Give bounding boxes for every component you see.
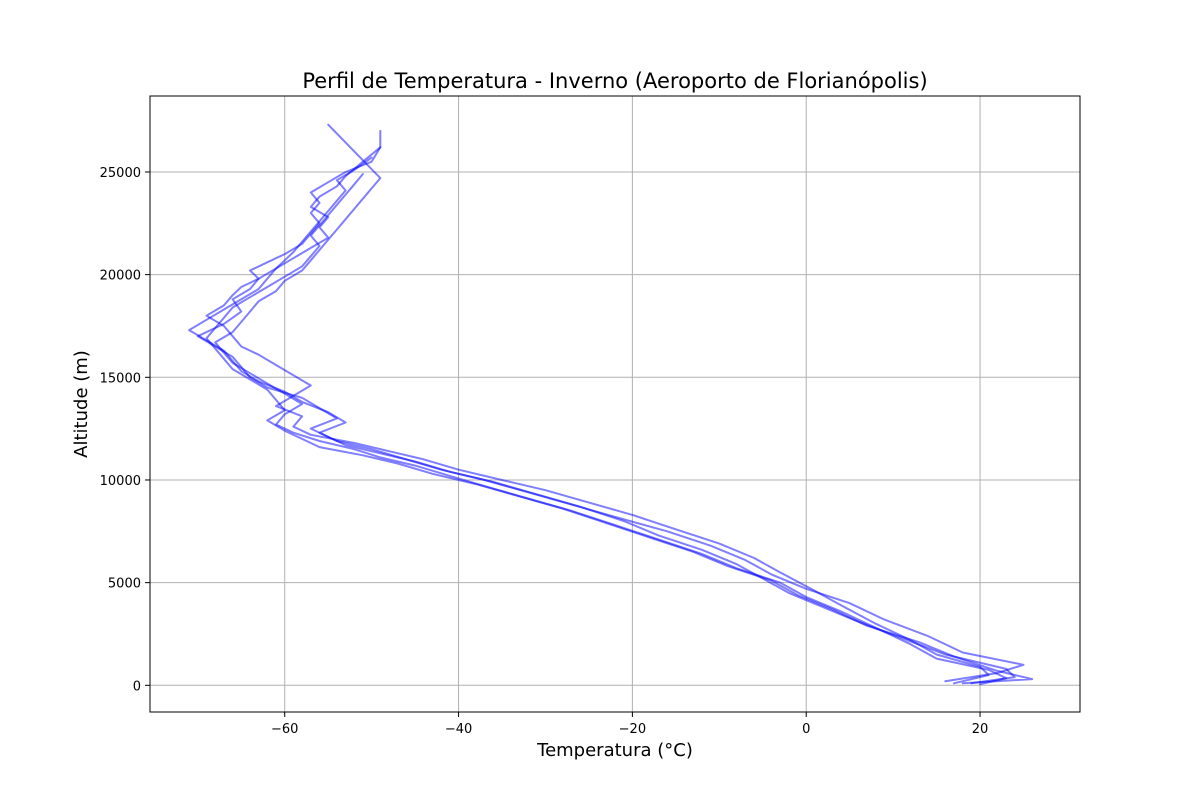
profile-line-2	[196, 156, 1016, 685]
chart-title: Perfil de Temperatura - Inverno (Aeropor…	[302, 69, 927, 93]
plot-frame	[149, 95, 1081, 713]
profile-line-5	[214, 123, 1008, 686]
y-tick-label: 0	[133, 679, 141, 694]
profile-line-3	[188, 146, 1025, 683]
y-tick-label: 15000	[100, 371, 141, 386]
profile-line-1	[205, 129, 990, 685]
x-tick-label: −40	[445, 722, 472, 737]
x-tick-label: 0	[802, 722, 810, 737]
y-tick-label: 10000	[100, 474, 141, 489]
ticks-layer: −60 −40 −20 0 20 0 5000 10000 15000 20000 25000	[100, 166, 989, 737]
x-tick-label: −60	[271, 722, 298, 737]
x-tick-label: −20	[619, 722, 646, 737]
profile-line-4	[205, 173, 1034, 685]
y-tick-label: 25000	[100, 166, 141, 181]
x-axis-label: Temperatura (°C)	[536, 740, 693, 761]
y-axis-label: Altitude (m)	[71, 350, 92, 458]
y-tick-label: 20000	[100, 269, 141, 284]
y-tick-label: 5000	[108, 577, 141, 592]
grid-layer	[150, 96, 1080, 712]
series-layer	[188, 123, 1034, 686]
x-tick-label: 20	[972, 722, 989, 737]
